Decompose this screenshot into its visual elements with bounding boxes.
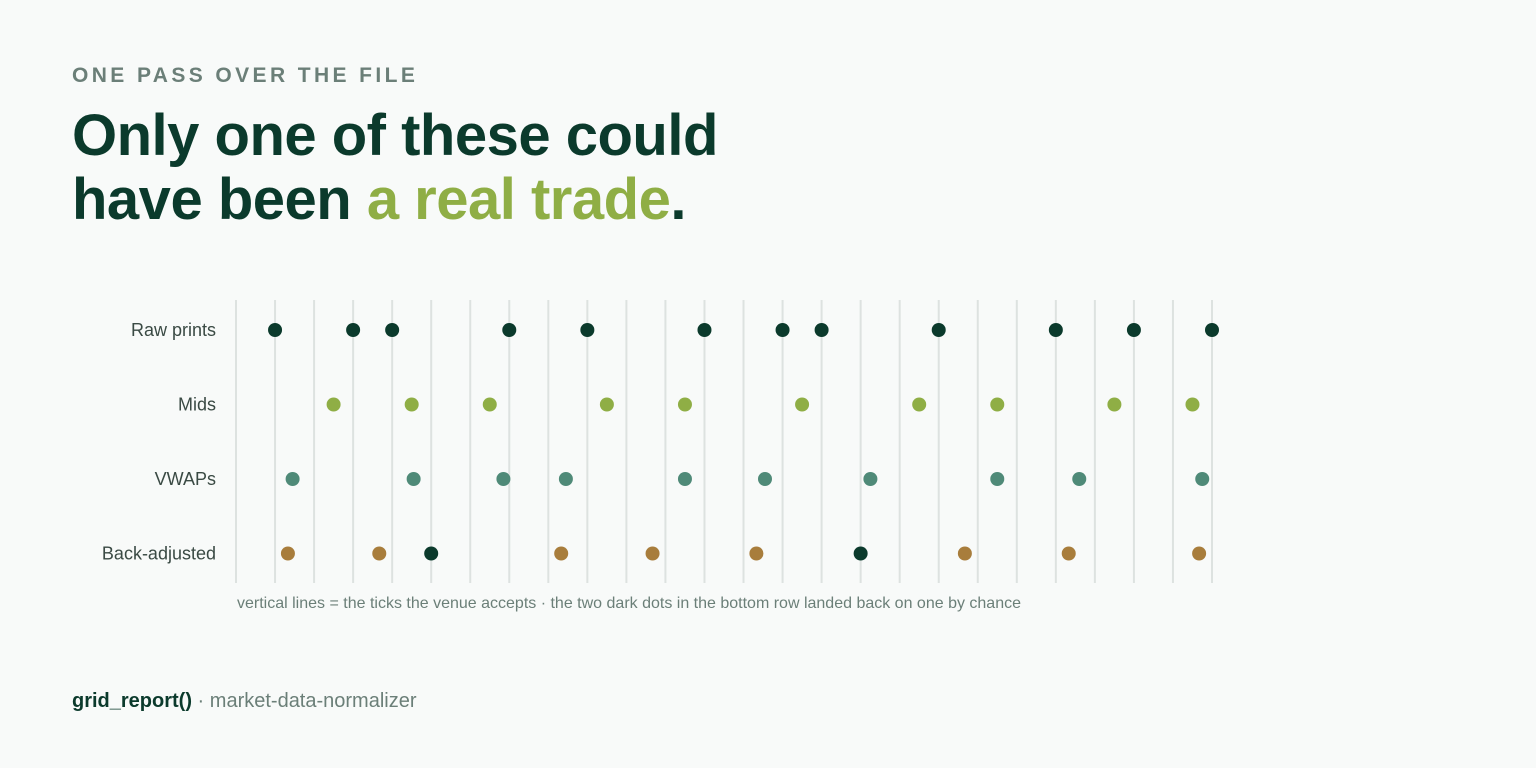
data-point xyxy=(795,397,810,412)
data-point xyxy=(814,323,829,337)
eyebrow-label: ONE PASS OVER THE FILE xyxy=(72,64,419,87)
data-point xyxy=(931,323,946,337)
row-label: Back-adjusted xyxy=(102,544,216,564)
data-point xyxy=(697,323,712,337)
chart-caption: vertical lines = the ticks the venue acc… xyxy=(237,595,1021,612)
row-label: Raw prints xyxy=(131,320,216,340)
data-point xyxy=(990,472,1005,486)
data-point xyxy=(1126,323,1141,337)
row-labels: Raw prints Mids VWAPs Back-adjusted xyxy=(102,320,216,564)
footer-separator: · xyxy=(192,690,210,712)
data-point xyxy=(677,397,692,412)
data-point xyxy=(496,472,511,486)
data-point xyxy=(558,472,573,486)
row-label: VWAPs xyxy=(155,469,216,489)
data-point xyxy=(1192,546,1207,561)
data-point xyxy=(599,397,614,412)
data-point xyxy=(1107,397,1122,412)
data-point xyxy=(406,472,421,486)
data-point xyxy=(404,397,419,412)
data-point xyxy=(1048,323,1063,337)
data-point xyxy=(757,472,772,486)
grid-lines xyxy=(235,300,1213,583)
data-points xyxy=(268,323,1219,561)
data-point xyxy=(280,546,295,561)
data-point xyxy=(863,472,878,486)
data-point xyxy=(385,323,400,337)
data-point xyxy=(580,323,595,337)
page-title: Only one of these could have been a real… xyxy=(72,104,718,232)
data-point xyxy=(285,472,300,486)
data-point xyxy=(502,323,517,337)
data-point xyxy=(1061,546,1076,561)
data-point xyxy=(912,397,927,412)
tick-grid-chart: Raw prints Mids VWAPs Back-adjusted vertica… xyxy=(102,300,1219,612)
footer-function: grid_report() xyxy=(72,690,192,712)
data-point xyxy=(990,397,1005,412)
data-point xyxy=(677,472,692,486)
data-point xyxy=(424,546,439,561)
data-point xyxy=(1195,472,1210,486)
title-accent: a real trade xyxy=(366,167,671,232)
data-point xyxy=(372,546,387,561)
data-point xyxy=(268,323,283,337)
data-point xyxy=(1185,397,1200,412)
data-point xyxy=(853,546,868,561)
data-point xyxy=(775,323,790,337)
data-point xyxy=(554,546,569,561)
title-line-2-suffix: . xyxy=(670,167,686,232)
row-label: Mids xyxy=(178,395,216,415)
title-line-2-prefix: have been xyxy=(72,167,367,232)
data-point xyxy=(1205,323,1219,337)
footer: grid_report() · market-data-normalizer xyxy=(72,690,417,713)
data-point xyxy=(1072,472,1087,486)
data-point xyxy=(346,323,361,337)
data-point xyxy=(645,546,660,561)
data-point xyxy=(749,546,764,561)
data-point xyxy=(482,397,497,412)
title-line-1: Only one of these could xyxy=(72,103,718,168)
data-point xyxy=(957,546,972,561)
data-point xyxy=(326,397,341,412)
footer-package: market-data-normalizer xyxy=(209,690,417,712)
